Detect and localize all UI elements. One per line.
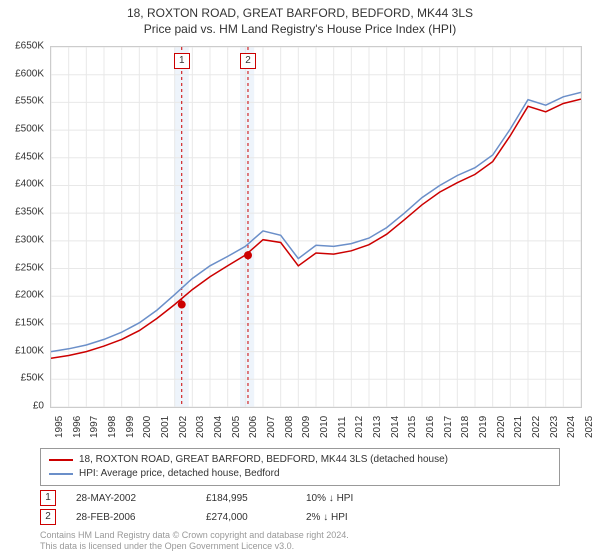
x-tick-label: 2020 [496, 416, 507, 438]
legend-item: 18, ROXTON ROAD, GREAT BARFORD, BEDFORD,… [49, 453, 551, 467]
legend-swatch [49, 473, 73, 475]
x-tick-label: 2025 [584, 416, 595, 438]
x-tick-label: 2006 [248, 416, 259, 438]
sale-record-marker: 2 [40, 509, 56, 525]
x-tick-label: 2016 [425, 416, 436, 438]
x-tick-label: 2008 [284, 416, 295, 438]
chart-subtitle: Price paid vs. HM Land Registry's House … [0, 22, 600, 38]
sale-marker-label: 1 [174, 53, 190, 69]
sale-record-row: 1 28-MAY-2002 £184,995 10% ↓ HPI [40, 490, 560, 506]
x-tick-label: 2004 [213, 416, 224, 438]
x-tick-label: 1995 [54, 416, 65, 438]
x-tick-label: 2013 [372, 416, 383, 438]
sale-record-price: £274,000 [206, 512, 286, 523]
y-tick-label: £100K [15, 345, 44, 356]
legend-label: HPI: Average price, detached house, Bedf… [79, 467, 280, 481]
x-tick-label: 1999 [125, 416, 136, 438]
x-tick-label: 2005 [231, 416, 242, 438]
x-tick-label: 2019 [478, 416, 489, 438]
y-tick-label: £200K [15, 290, 44, 301]
x-tick-label: 2014 [390, 416, 401, 438]
sale-record-diff: 10% ↓ HPI [306, 493, 416, 504]
chart-title: 18, ROXTON ROAD, GREAT BARFORD, BEDFORD,… [0, 6, 600, 22]
sale-marker-label: 2 [240, 53, 256, 69]
y-tick-label: £300K [15, 234, 44, 245]
y-tick-label: £0 [33, 401, 44, 412]
legend-label: 18, ROXTON ROAD, GREAT BARFORD, BEDFORD,… [79, 453, 448, 467]
x-tick-label: 2010 [319, 416, 330, 438]
x-tick-label: 2018 [460, 416, 471, 438]
y-tick-label: £400K [15, 179, 44, 190]
footer-line-2: This data is licensed under the Open Gov… [40, 541, 560, 552]
x-tick-label: 2002 [178, 416, 189, 438]
y-tick-label: £550K [15, 96, 44, 107]
y-tick-label: £350K [15, 207, 44, 218]
x-tick-label: 2003 [195, 416, 206, 438]
plot-area: 12 [50, 46, 582, 408]
sale-record-price: £184,995 [206, 493, 286, 504]
x-tick-label: 2022 [531, 416, 542, 438]
x-tick-label: 1996 [72, 416, 83, 438]
x-tick-label: 2024 [566, 416, 577, 438]
y-tick-label: £450K [15, 151, 44, 162]
x-tick-label: 1997 [89, 416, 100, 438]
y-tick-label: £500K [15, 124, 44, 135]
x-tick-label: 2017 [443, 416, 454, 438]
x-tick-label: 2000 [142, 416, 153, 438]
sale-record-date: 28-FEB-2006 [76, 512, 186, 523]
x-tick-label: 1998 [107, 416, 118, 438]
sale-record-marker: 1 [40, 490, 56, 506]
y-tick-label: £600K [15, 68, 44, 79]
x-tick-label: 2021 [513, 416, 524, 438]
y-tick-label: £250K [15, 262, 44, 273]
legend-swatch [49, 459, 73, 461]
x-tick-label: 2001 [160, 416, 171, 438]
plot-svg [51, 47, 581, 407]
chart-container: 18, ROXTON ROAD, GREAT BARFORD, BEDFORD,… [0, 0, 600, 560]
x-tick-label: 2015 [407, 416, 418, 438]
y-tick-label: £650K [15, 41, 44, 52]
chart-titles: 18, ROXTON ROAD, GREAT BARFORD, BEDFORD,… [0, 0, 600, 37]
y-tick-label: £50K [21, 373, 44, 384]
x-tick-label: 2011 [337, 416, 348, 438]
legend-item: HPI: Average price, detached house, Bedf… [49, 467, 551, 481]
y-axis: £0£50K£100K£150K£200K£250K£300K£350K£400… [0, 46, 48, 406]
sale-record-row: 2 28-FEB-2006 £274,000 2% ↓ HPI [40, 509, 560, 525]
sale-records: 1 28-MAY-2002 £184,995 10% ↓ HPI 2 28-FEB-200… [40, 490, 560, 528]
y-tick-label: £150K [15, 317, 44, 328]
x-tick-label: 2012 [354, 416, 365, 438]
legend: 18, ROXTON ROAD, GREAT BARFORD, BEDFORD,… [40, 448, 560, 486]
sale-record-date: 28-MAY-2002 [76, 493, 186, 504]
x-tick-label: 2009 [301, 416, 312, 438]
x-tick-label: 2007 [266, 416, 277, 438]
footer-line-1: Contains HM Land Registry data © Crown c… [40, 530, 560, 541]
footer-note: Contains HM Land Registry data © Crown c… [40, 530, 560, 552]
x-tick-label: 2023 [549, 416, 560, 438]
sale-record-diff: 2% ↓ HPI [306, 512, 416, 523]
